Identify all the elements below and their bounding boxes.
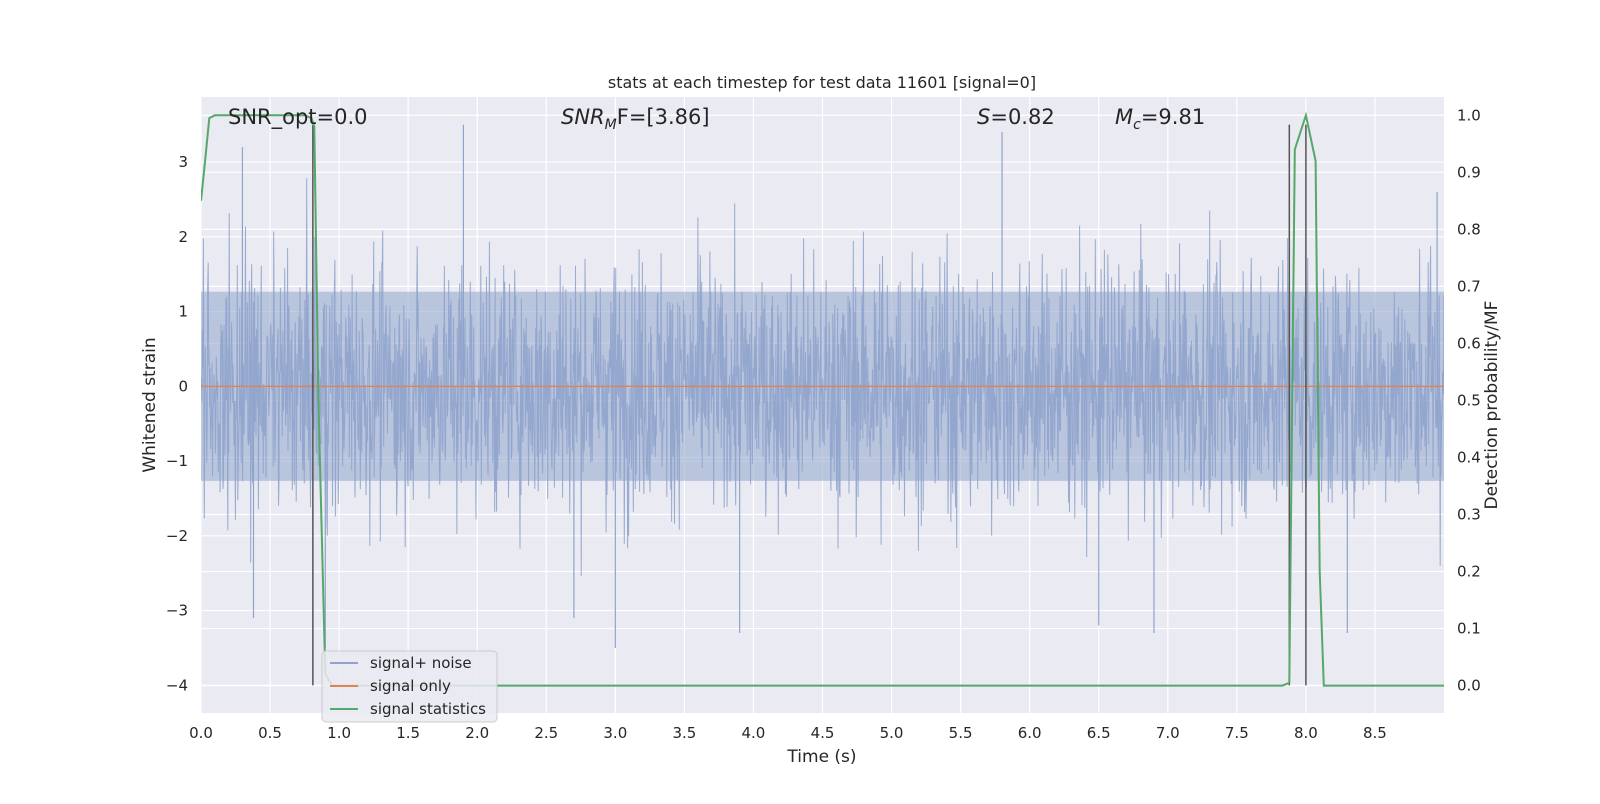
x-tick-label: 1.5 <box>396 724 420 742</box>
x-tick-label: 4.5 <box>811 724 835 742</box>
annotation-mc: Mc=9.81 <box>1115 105 1205 133</box>
x-tick-label: 2.0 <box>465 724 489 742</box>
x-tick-label: 4.0 <box>742 724 766 742</box>
y-tick-label-right: 0.1 <box>1457 620 1481 638</box>
x-tick-label: 8.5 <box>1363 724 1387 742</box>
annotation-mc-prefix: M <box>1115 105 1133 129</box>
y-tick-label-right: 0.8 <box>1457 220 1481 238</box>
chart-title: stats at each timestep for test data 116… <box>608 73 1036 92</box>
y-axis-label-left: Whitened strain <box>140 337 160 472</box>
annotation-mc-rest: =9.81 <box>1141 105 1205 129</box>
legend-label-signal-noise: signal+ noise <box>370 654 472 672</box>
y-tick-label-left: 2 <box>178 228 188 246</box>
x-tick-labels: 0.0 0.5 1.0 1.5 2.0 2.5 3.0 3.5 4.0 4.5 5.0 5.5 6.0 6… <box>189 724 1387 742</box>
y-tick-label-right: 0.5 <box>1457 391 1481 409</box>
y-tick-label-left: 0 <box>178 377 188 395</box>
annotation-s-rest: =0.82 <box>990 105 1054 129</box>
annotation-snr-mf-prefix: SNR <box>561 105 605 129</box>
y-tick-label-right: 0.6 <box>1457 334 1481 352</box>
y-axis-label-right: Detection probability/MF <box>1482 301 1502 510</box>
y-tick-label-right: 0.0 <box>1457 677 1481 695</box>
x-tick-label: 6.5 <box>1087 724 1111 742</box>
y-tick-label-left: −3 <box>166 602 188 620</box>
x-tick-label: 7.5 <box>1225 724 1249 742</box>
x-tick-label: 3.0 <box>603 724 627 742</box>
y-tick-label-left: 1 <box>178 303 188 321</box>
annotation-snr-mf: SNRMF=[3.86] <box>561 105 710 133</box>
legend-label-signal-statistics: signal statistics <box>370 700 486 718</box>
x-tick-label: 5.5 <box>949 724 973 742</box>
y-tick-label-right: 0.7 <box>1457 277 1481 295</box>
legend-box <box>321 650 498 723</box>
x-tick-label: 5.0 <box>880 724 904 742</box>
legend-label-signal-only: signal only <box>370 677 451 695</box>
x-axis-label: Time (s) <box>786 747 856 767</box>
x-tick-label: 2.5 <box>534 724 558 742</box>
annotation-s-prefix: S <box>977 105 990 129</box>
x-tick-label: 1.0 <box>327 724 351 742</box>
y-tick-labels-right: 1.0 0.9 0.8 0.7 0.6 0.5 0.4 0.3 0.2 0.1 0.0 <box>1457 106 1481 694</box>
y-tick-label-left: 3 <box>178 153 188 171</box>
y-tick-label-right: 0.2 <box>1457 563 1481 581</box>
y-tick-label-left: −1 <box>166 452 188 470</box>
x-tick-label: 0.5 <box>258 724 282 742</box>
annotation-snr-mf-rest: F=[3.86] <box>617 105 710 129</box>
y-tick-label-left: −4 <box>166 676 188 694</box>
annotation-snr-opt: SNR_opt=0.0 <box>228 105 368 130</box>
annotation-snr-mf-sub: M <box>605 117 617 133</box>
y-tick-label-right: 1.0 <box>1457 106 1481 124</box>
y-tick-labels-left: 3 2 1 0 −1 −2 −3 −4 <box>166 153 188 694</box>
x-tick-label: 3.5 <box>672 724 696 742</box>
x-tick-label: 8.0 <box>1294 724 1318 742</box>
y-tick-label-right: 0.4 <box>1457 448 1481 466</box>
x-tick-label: 7.0 <box>1156 724 1180 742</box>
legend: signal+ noise signal only signal statist… <box>321 650 498 723</box>
annotation-mc-sub: c <box>1133 117 1141 133</box>
x-tick-label: 6.0 <box>1018 724 1042 742</box>
x-tick-label: 0.0 <box>189 724 213 742</box>
annotation-s: S=0.82 <box>977 105 1055 129</box>
y-tick-label-right: 0.9 <box>1457 163 1481 181</box>
y-tick-label-left: −2 <box>166 527 188 545</box>
y-tick-label-right: 0.3 <box>1457 506 1481 524</box>
